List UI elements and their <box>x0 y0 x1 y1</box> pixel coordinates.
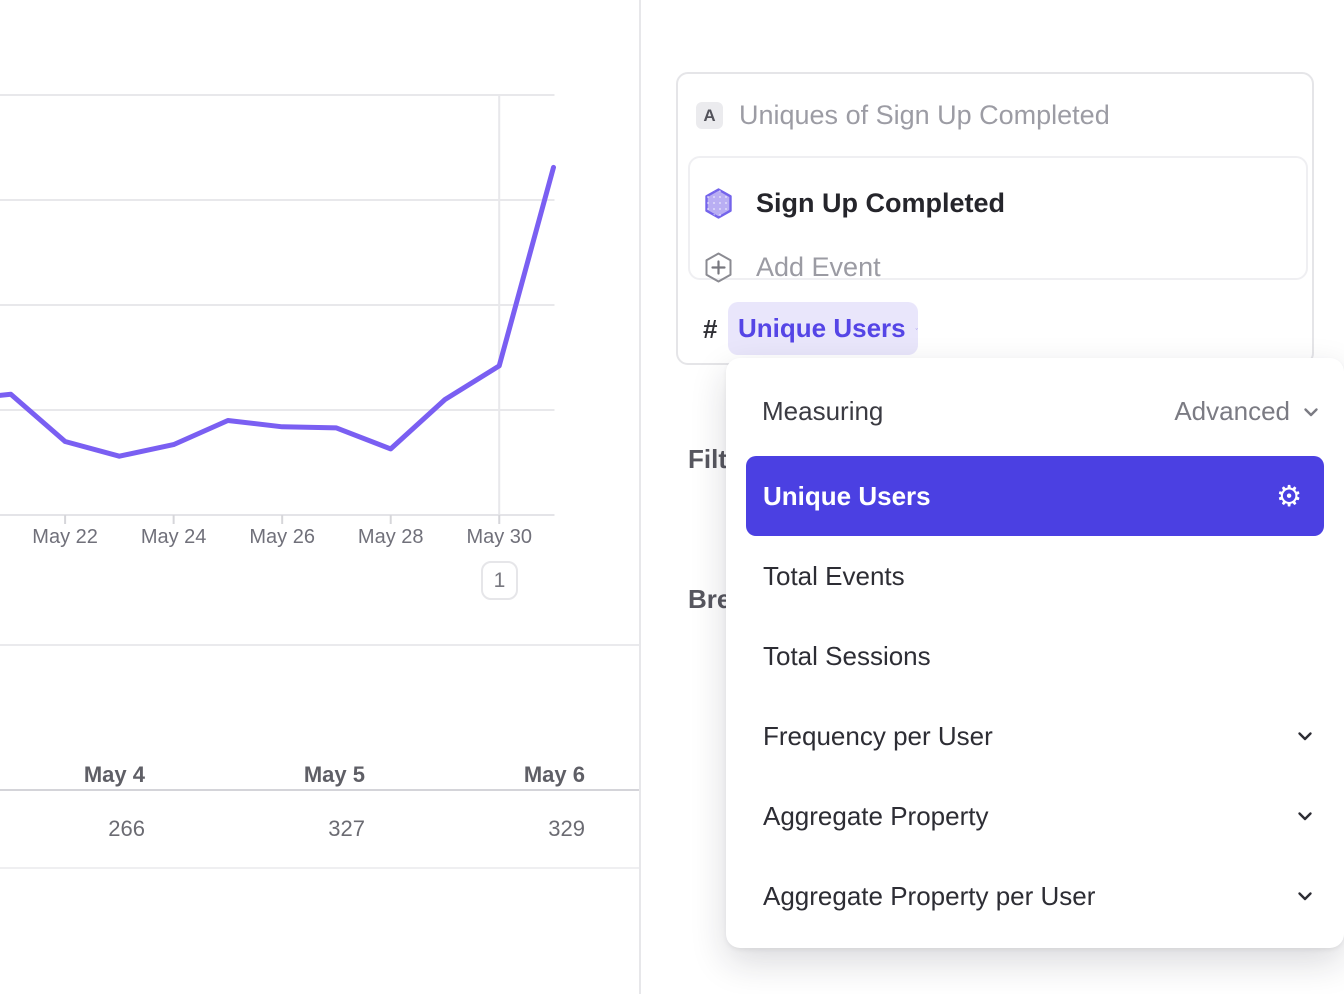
table-header-row: May 4 May 5 May 6 <box>0 645 585 814</box>
chevron-down-icon <box>1294 885 1316 907</box>
measuring-option-aggregate-property-per-user[interactable]: Aggregate Property per User <box>726 856 1344 936</box>
results-table[interactable]: May 4 May 5 May 6 266 327 329 <box>0 645 639 869</box>
metric-card: A Uniques of Sign Up Completed Sign Up C… <box>676 72 1314 365</box>
measuring-menu-title: Measuring <box>762 396 884 426</box>
x-axis-label: May 30 <box>466 526 533 548</box>
x-axis-label: May 22 <box>32 526 98 548</box>
table-header-cell: May 4 <box>83 762 145 787</box>
count-type-label: Unique Users <box>738 313 906 343</box>
chevron-down-icon <box>1294 725 1316 747</box>
table-row-divider <box>0 867 639 869</box>
x-axis-label: May 24 <box>140 526 207 548</box>
series-letter-badge[interactable]: A <box>696 102 723 129</box>
measuring-mode-label: Advanced <box>1174 396 1290 426</box>
breakdown-section-label: Breakdown <box>688 584 728 614</box>
panel-divider <box>639 0 641 994</box>
add-event-label: Add Event <box>756 251 881 282</box>
measuring-option-label: Aggregate Property per User <box>763 880 1096 911</box>
x-axis-labels: May 22 May 24 May 26 May 28 May 30 <box>0 522 640 554</box>
metric-title: Uniques of Sign Up Completed <box>739 100 1110 130</box>
event-row[interactable]: Sign Up Completed <box>690 174 1306 232</box>
measuring-option-frequency-per-user[interactable]: Frequency per User <box>726 696 1344 776</box>
measuring-mode-selector[interactable]: Advanced <box>1174 396 1322 427</box>
measuring-options: Unique Users ⚙ Total Events Total Sessions F… <box>726 456 1344 936</box>
chevron-down-icon <box>915 327 918 330</box>
table-value-cell: 266 <box>108 816 145 841</box>
count-type-dropdown[interactable]: Unique Users <box>728 302 918 355</box>
measuring-option-total-sessions[interactable]: Total Sessions <box>726 616 1344 696</box>
measuring-option-aggregate-property[interactable]: Aggregate Property <box>726 776 1344 856</box>
measuring-option-unique-users[interactable]: Unique Users ⚙ <box>746 456 1324 536</box>
table-top-divider <box>0 644 639 646</box>
chevron-down-icon <box>1304 407 1318 416</box>
chart-svg[interactable] <box>0 0 640 600</box>
measuring-menu: Measuring Advanced Unique Users ⚙ Total Ev… <box>726 358 1344 948</box>
measuring-option-label: Total Sessions <box>763 640 931 671</box>
table-value-cell: 329 <box>548 816 585 841</box>
count-prefix: # <box>703 314 718 344</box>
table-header-cell: May 5 <box>303 762 365 787</box>
line-chart[interactable]: May 22 May 24 May 26 May 28 May 30 <box>0 0 640 645</box>
table-header-cell: May 6 <box>523 762 585 787</box>
x-axis-label: May 26 <box>249 526 315 548</box>
table-header-underline <box>0 789 639 791</box>
event-card: Sign Up Completed Add Event <box>688 156 1308 282</box>
measuring-option-label: Total Events <box>763 560 905 591</box>
measuring-option-total-events[interactable]: Total Events <box>726 536 1344 616</box>
add-event-row[interactable]: Add Event <box>690 238 1306 296</box>
add-event-icon <box>705 252 732 282</box>
segment-number-badge[interactable]: 1 <box>481 561 518 600</box>
table-value-cell: 327 <box>328 816 365 841</box>
event-hexagon-icon <box>705 187 732 219</box>
measuring-option-label: Frequency per User <box>763 720 993 751</box>
table-value-row: 266 327 329 <box>0 791 585 867</box>
chevron-down-icon <box>1294 805 1316 827</box>
measuring-option-label: Unique Users <box>763 480 931 511</box>
x-axis-label: May 28 <box>357 526 424 548</box>
gear-icon[interactable]: ⚙ <box>1276 479 1302 513</box>
measuring-option-label: Aggregate Property <box>763 800 989 831</box>
event-name: Sign Up Completed <box>756 187 1005 218</box>
filter-section-label: Filter <box>688 444 728 474</box>
